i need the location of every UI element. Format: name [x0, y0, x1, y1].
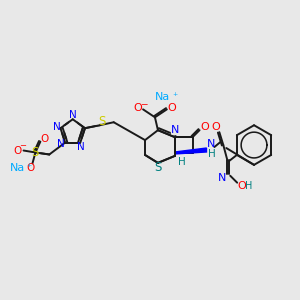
Text: Na: Na	[155, 92, 170, 103]
Text: S: S	[98, 115, 106, 128]
Text: N: N	[57, 139, 65, 148]
Text: S: S	[32, 146, 39, 159]
Text: O: O	[238, 181, 247, 191]
Bar	[32, 148, 39, 157]
Text: Na: Na	[10, 163, 25, 173]
Text: N: N	[69, 110, 76, 120]
Text: H: H	[245, 181, 253, 191]
Bar	[77, 139, 84, 146]
Text: O: O	[200, 122, 209, 132]
Text: N: N	[77, 142, 85, 152]
Bar	[96, 117, 104, 125]
Polygon shape	[175, 148, 206, 154]
Text: N: N	[207, 139, 216, 149]
Text: O: O	[167, 103, 176, 113]
Text: O: O	[40, 134, 49, 144]
Bar	[69, 116, 76, 123]
Text: N: N	[171, 125, 179, 135]
Text: ⁺: ⁺	[172, 92, 177, 103]
Text: −: −	[19, 141, 26, 150]
Text: O: O	[211, 122, 220, 132]
Text: H: H	[208, 149, 215, 159]
Text: S: S	[154, 161, 162, 174]
Bar	[154, 164, 162, 172]
Text: H: H	[178, 157, 186, 167]
Text: N: N	[52, 122, 60, 132]
Bar	[171, 126, 179, 134]
Bar	[57, 125, 64, 132]
Text: O: O	[134, 103, 142, 113]
Text: O: O	[26, 163, 34, 173]
Text: O: O	[14, 146, 22, 155]
Bar	[62, 139, 69, 146]
Text: −: −	[140, 99, 148, 108]
Text: N: N	[218, 173, 226, 183]
Text: ⁺: ⁺	[26, 163, 31, 173]
